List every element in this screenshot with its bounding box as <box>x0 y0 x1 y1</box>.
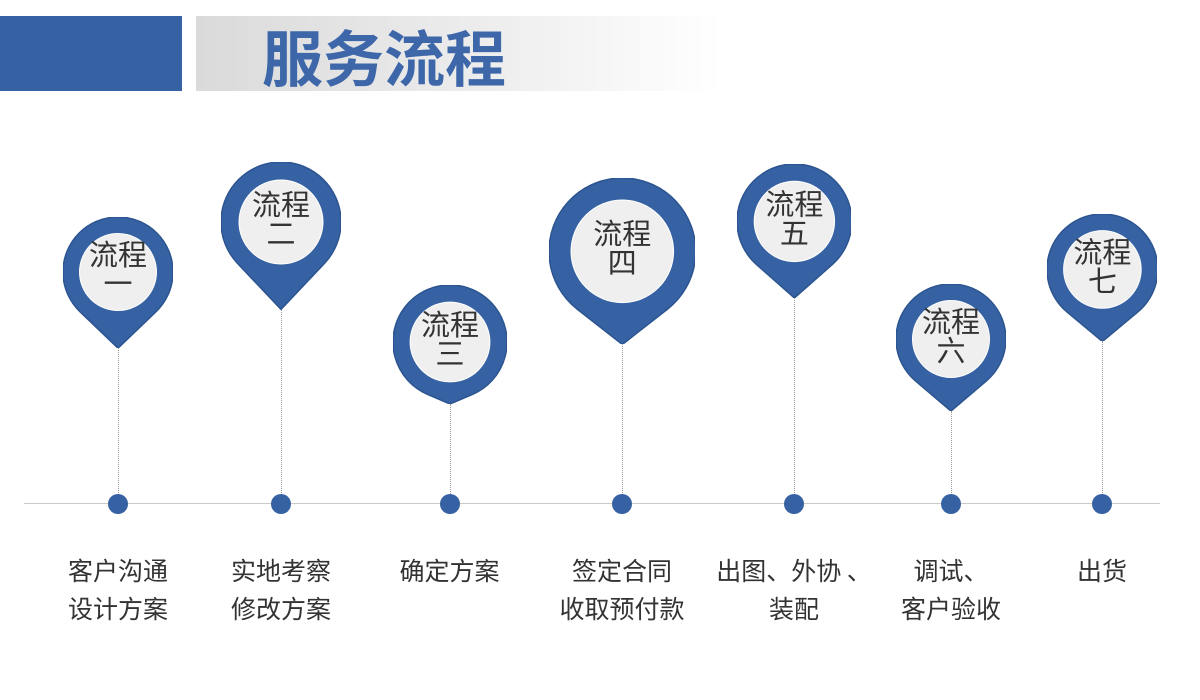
svg-text:五: 五 <box>780 210 809 252</box>
svg-text:六: 六 <box>937 328 966 370</box>
svg-text:七: 七 <box>1088 258 1117 300</box>
svg-text:四: 四 <box>607 240 636 282</box>
svg-text:一: 一 <box>104 261 133 303</box>
svg-text:三: 三 <box>435 331 464 373</box>
svg-text:二: 二 <box>267 211 296 253</box>
